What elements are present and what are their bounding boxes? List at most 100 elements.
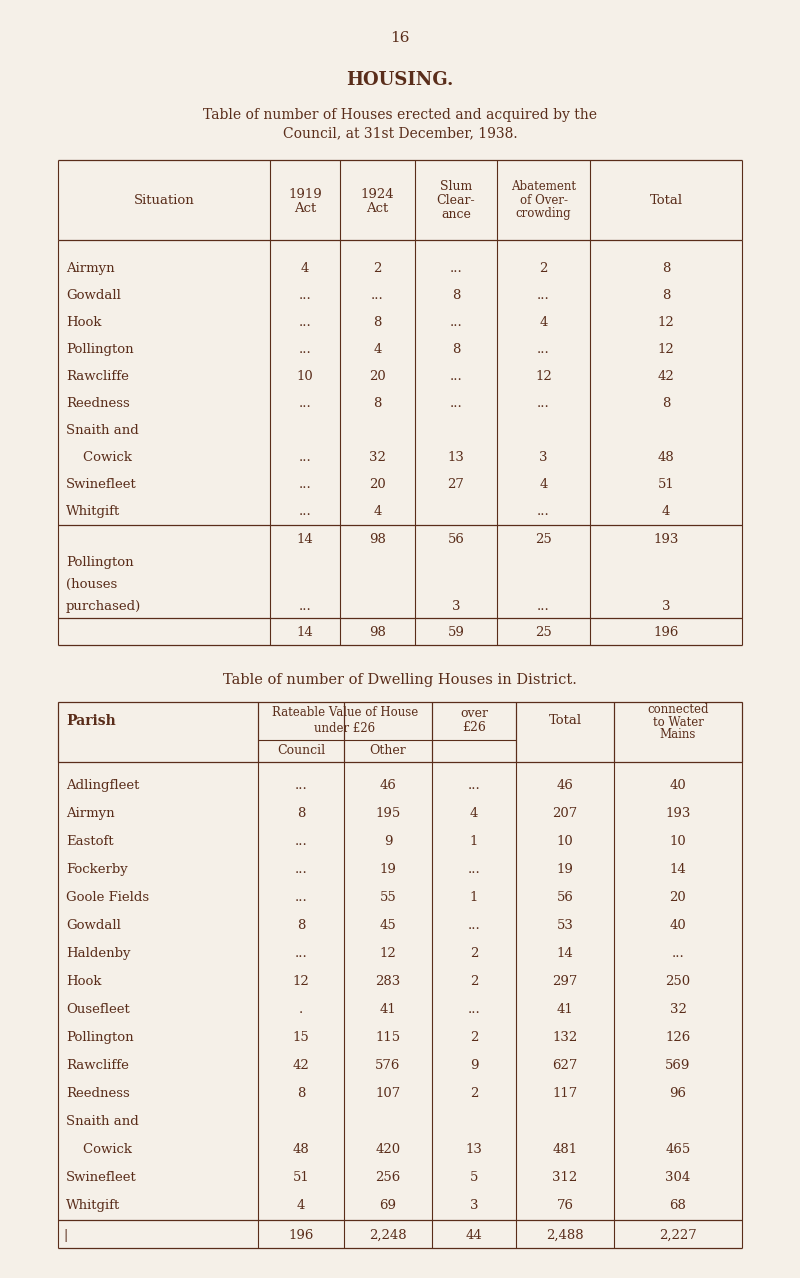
Text: Table of number of Dwelling Houses in District.: Table of number of Dwelling Houses in Di… [223,674,577,686]
Text: 51: 51 [293,1172,310,1185]
Text: 98: 98 [369,626,386,639]
Text: 13: 13 [466,1144,482,1157]
Text: Mains: Mains [660,728,696,741]
Text: 12: 12 [380,947,396,960]
Text: 12: 12 [535,371,552,383]
Text: 2: 2 [470,1031,478,1044]
Text: ...: ... [450,262,462,275]
Text: 4: 4 [297,1199,305,1213]
Text: 40: 40 [670,919,686,933]
Text: Snaith and: Snaith and [66,424,138,437]
Text: ...: ... [298,478,311,491]
Text: 42: 42 [658,371,674,383]
Text: Total: Total [650,193,682,207]
Text: 3: 3 [662,601,670,613]
Text: ...: ... [537,343,550,357]
Text: 256: 256 [375,1172,401,1185]
Text: 2: 2 [539,262,548,275]
Text: 8: 8 [662,289,670,302]
Text: 20: 20 [369,478,386,491]
Text: Airmyn: Airmyn [66,808,114,820]
Text: Airmyn: Airmyn [66,262,114,275]
Text: 4: 4 [539,478,548,491]
Text: ...: ... [298,343,311,357]
Text: 117: 117 [552,1088,578,1100]
Text: Eastoft: Eastoft [66,836,114,849]
Text: Pollington: Pollington [66,343,134,357]
Text: 32: 32 [369,451,386,464]
Text: 51: 51 [658,478,674,491]
Text: 304: 304 [666,1172,690,1185]
Text: Whitgift: Whitgift [66,1199,120,1213]
Text: 126: 126 [666,1031,690,1044]
Text: 48: 48 [658,451,674,464]
Text: Haldenby: Haldenby [66,947,130,960]
Text: 107: 107 [375,1088,401,1100]
Text: Fockerby: Fockerby [66,864,128,877]
Text: 2: 2 [470,1088,478,1100]
Text: Total: Total [549,714,582,727]
Text: Gowdall: Gowdall [66,289,121,302]
Text: 68: 68 [670,1199,686,1213]
Text: £26: £26 [462,721,486,735]
Text: 8: 8 [662,262,670,275]
Text: 4: 4 [374,343,382,357]
Text: Abatement: Abatement [511,179,576,193]
Text: 16: 16 [390,31,410,45]
Text: 2,488: 2,488 [546,1228,584,1242]
Text: Act: Act [366,202,389,216]
Text: 9: 9 [470,1059,478,1072]
Text: ...: ... [468,919,480,933]
Text: 46: 46 [557,780,574,792]
Text: ance: ance [441,207,471,221]
Text: 2: 2 [374,262,382,275]
Text: 48: 48 [293,1144,310,1157]
Text: 42: 42 [293,1059,310,1072]
Text: 98: 98 [369,533,386,546]
Text: HOUSING.: HOUSING. [346,72,454,89]
Text: 53: 53 [557,919,574,933]
Text: 3: 3 [452,601,460,613]
Text: 44: 44 [466,1228,482,1242]
Text: ...: ... [298,289,311,302]
Text: ...: ... [672,947,684,960]
Text: 56: 56 [447,533,465,546]
Text: ...: ... [537,601,550,613]
Text: 1: 1 [470,891,478,905]
Text: 12: 12 [658,316,674,328]
Text: 19: 19 [557,864,574,877]
Text: of Over-: of Over- [519,193,567,207]
Text: 27: 27 [447,478,465,491]
Text: 69: 69 [379,1199,397,1213]
Text: 1924: 1924 [361,188,394,201]
Text: Rawcliffe: Rawcliffe [66,1059,129,1072]
Text: Table of number of Houses erected and acquired by the: Table of number of Houses erected and ac… [203,109,597,121]
Text: purchased): purchased) [66,601,142,613]
Text: 96: 96 [670,1088,686,1100]
Text: Council, at 31st December, 1938.: Council, at 31st December, 1938. [282,127,518,141]
Text: ...: ... [450,371,462,383]
Text: connected: connected [647,703,709,717]
Text: 465: 465 [666,1144,690,1157]
Text: Whitgift: Whitgift [66,505,120,518]
Text: 25: 25 [535,533,552,546]
Text: ...: ... [298,451,311,464]
Text: 250: 250 [666,975,690,988]
Text: ...: ... [298,316,311,328]
Text: 20: 20 [670,891,686,905]
Text: ...: ... [468,1003,480,1016]
Text: 283: 283 [375,975,401,988]
Text: 207: 207 [552,808,578,820]
Text: 8: 8 [297,919,305,933]
Text: ...: ... [294,836,307,849]
Text: 14: 14 [297,626,314,639]
Text: 2: 2 [470,947,478,960]
Text: Snaith and: Snaith and [66,1116,138,1128]
Text: 12: 12 [658,343,674,357]
Text: 4: 4 [374,505,382,518]
Text: 5: 5 [470,1172,478,1185]
Text: 4: 4 [539,316,548,328]
Text: 9: 9 [384,836,392,849]
Text: 14: 14 [557,947,574,960]
Text: 3: 3 [470,1199,478,1213]
